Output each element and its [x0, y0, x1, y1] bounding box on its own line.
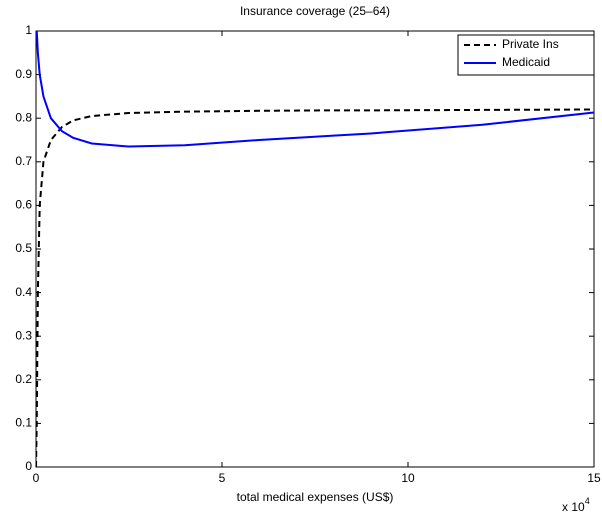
y-tick-label: 0.8	[15, 110, 32, 124]
y-tick-label: 0.6	[15, 198, 32, 212]
series-line	[36, 31, 594, 148]
chart-title: Insurance coverage (25–64)	[240, 4, 390, 18]
x-tick-label: 0	[33, 471, 40, 485]
y-tick-label: 0.9	[15, 67, 32, 81]
y-tick-label: 0.1	[15, 416, 32, 430]
legend-box	[457, 34, 595, 76]
y-tick-label: 0	[25, 459, 32, 473]
y-tick-label: 0.5	[15, 241, 32, 255]
y-tick-label: 1	[25, 23, 32, 37]
x-multiplier: x 104	[562, 496, 590, 513]
x-tick-label: 15	[587, 471, 601, 485]
x-tick-label: 5	[219, 471, 226, 485]
y-tick-label: 0.4	[15, 285, 32, 299]
x-tick-label: 10	[401, 471, 415, 485]
y-tick-label: 0.7	[15, 154, 32, 168]
x-multiplier-exponent: 4	[585, 496, 590, 506]
x-axis-label: total medical expenses (US$)	[237, 490, 394, 504]
legend-label: Medicaid	[502, 55, 550, 69]
x-multiplier-base: x 10	[562, 500, 585, 513]
y-tick-label: 0.3	[15, 328, 32, 342]
y-tick-label: 0.2	[15, 372, 32, 386]
legend-label: Private Ins	[502, 37, 559, 51]
